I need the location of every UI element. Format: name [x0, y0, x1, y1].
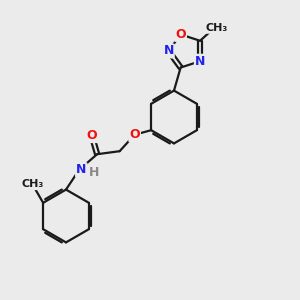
Text: N: N — [76, 163, 86, 176]
Text: O: O — [175, 28, 186, 41]
Text: H: H — [88, 166, 99, 179]
Text: CH₃: CH₃ — [22, 179, 44, 189]
Text: O: O — [129, 128, 140, 141]
Text: N: N — [164, 44, 174, 58]
Text: CH₃: CH₃ — [205, 23, 227, 33]
Text: N: N — [195, 55, 205, 68]
Text: O: O — [86, 129, 97, 142]
